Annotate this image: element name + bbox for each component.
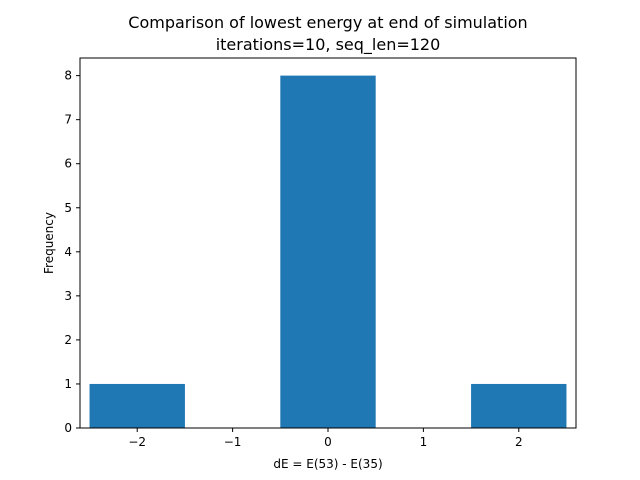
y-tick-label: 8 — [64, 69, 72, 83]
x-tick-label: 1 — [420, 435, 428, 449]
y-tick-label: 5 — [64, 201, 72, 215]
x-tick-label: 2 — [515, 435, 523, 449]
plot-frame — [79, 57, 577, 429]
y-tick-label: 1 — [64, 377, 72, 391]
y-tick-label: 4 — [64, 245, 72, 259]
bar-0 — [89, 383, 185, 428]
bars-group — [89, 75, 567, 428]
y-tick-label: 3 — [64, 289, 72, 303]
y-axis-ticks: 0 1 2 3 4 5 6 7 8 — [64, 69, 80, 435]
bar-2 — [471, 383, 567, 428]
chart-subtitle: iterations=10, seq_len=120 — [216, 35, 441, 55]
chart-title: Comparison of lowest energy at end of si… — [128, 13, 527, 32]
x-tick-label: −1 — [224, 435, 242, 449]
x-tick-label: −2 — [128, 435, 146, 449]
y-tick-label: 7 — [64, 113, 72, 127]
y-axis-label: Frequency — [42, 212, 56, 274]
y-tick-label: 2 — [64, 333, 72, 347]
x-tick-label: 0 — [324, 435, 332, 449]
bar-1 — [280, 75, 376, 428]
y-tick-label: 6 — [64, 157, 72, 171]
y-tick-label: 0 — [64, 421, 72, 435]
x-axis-ticks: −2 −1 0 1 2 — [128, 428, 523, 449]
x-axis-label: dE = E(53) - E(35) — [273, 457, 382, 471]
